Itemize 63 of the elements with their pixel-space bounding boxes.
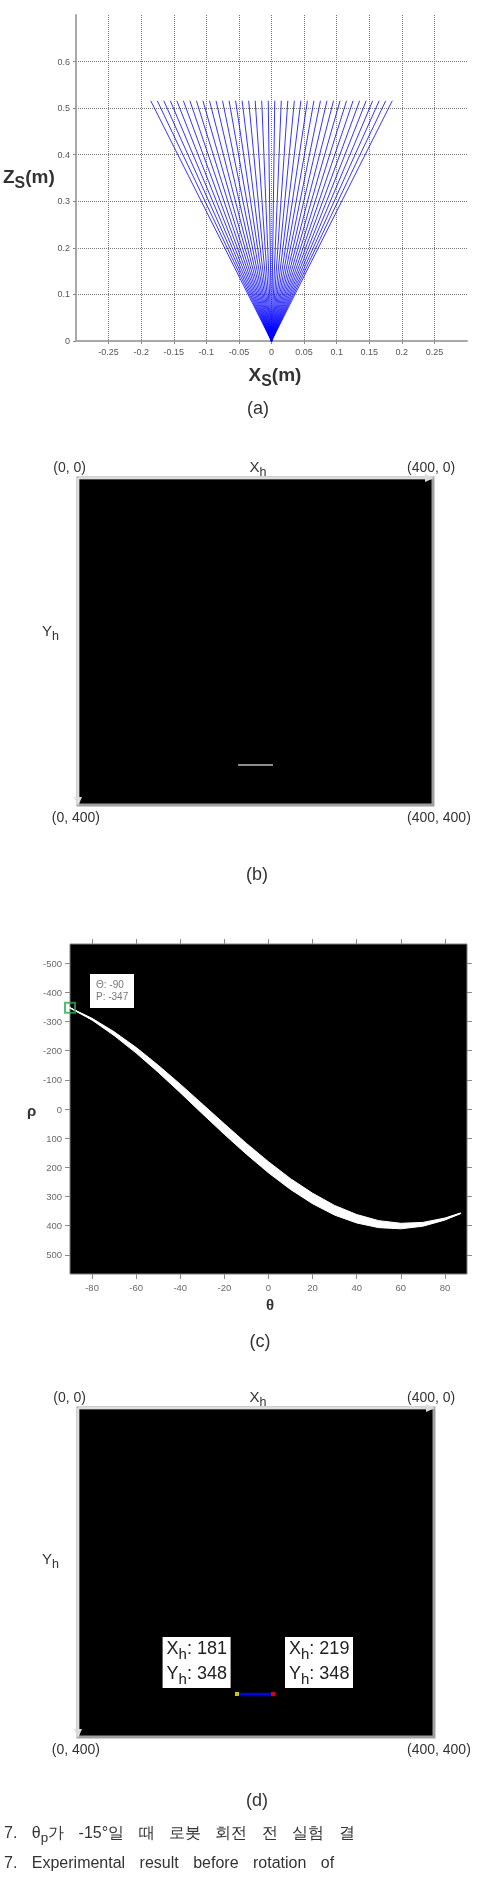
x-tick-label: 0.1	[330, 346, 343, 357]
text: 7. Experimental result before rotation of	[4, 1853, 335, 1873]
x-tick-label: 0.2	[395, 346, 409, 357]
x-tick-label: -40	[173, 1281, 188, 1293]
text: Y$_{h}$	[42, 1549, 59, 1571]
y-tick-label: 0.5	[57, 103, 70, 114]
x-axis-title: X$_{S}$(m)	[248, 364, 302, 390]
x-tick-label: 0	[265, 1281, 272, 1293]
y-tick-label: 0.6	[57, 56, 70, 67]
y-tick-label: -400	[42, 986, 62, 998]
text: X$_{h}$: 181 Y$_{h}$: 348	[162, 1637, 231, 1689]
x-tick-label: -20	[217, 1281, 232, 1293]
x-tick-label: -80	[85, 1281, 99, 1293]
x-tick-label: 60	[395, 1281, 407, 1293]
y-tick-label: -300	[42, 1016, 62, 1028]
x-tick-label: 0.25	[425, 346, 444, 357]
text: (0, 400)	[51, 1741, 100, 1758]
x-tick-label: 0.05	[295, 346, 313, 357]
y-tick-label: 0	[56, 1103, 62, 1115]
x-tick-label: -0.05	[228, 346, 250, 357]
y-axis-title: Z$_{S}$(m)	[3, 166, 55, 192]
y-tick-label: 100	[46, 1132, 62, 1144]
x-tick-label: 0	[268, 346, 275, 357]
y-tick-label: 500	[46, 1249, 62, 1261]
text: (c)	[249, 1331, 271, 1352]
text: X$_{h}$	[249, 1388, 267, 1409]
text: (400, 0)	[407, 1389, 456, 1406]
y-tick-label: -500	[42, 957, 62, 969]
y-tick-label: 0.4	[57, 149, 70, 160]
text: (b)	[246, 864, 268, 885]
text: (0, 400)	[51, 809, 100, 826]
y-tick-label: 0.3	[57, 196, 70, 207]
y-tick-label: -100	[42, 1074, 62, 1086]
text: (0, 0)	[53, 459, 86, 476]
x-tick-label: 80	[439, 1281, 451, 1293]
text: 7. θ$_{p}$가 -15°일 때 로봇 회전 전 실험 결	[4, 1823, 355, 1847]
y-tick-label: 0.1	[57, 289, 70, 300]
text: (d)	[246, 1790, 268, 1811]
y-tick-label: 300	[46, 1190, 62, 1202]
text: X$_{h}$	[249, 458, 267, 479]
x-tick-label: 40	[351, 1281, 363, 1293]
y-tick-label: 0	[64, 336, 70, 346]
x-tick-label: -0.25	[98, 346, 119, 357]
annotation: Θ: -90 P: -347	[90, 973, 135, 1008]
y-axis-title: ρ	[27, 1101, 37, 1119]
text: X$_{h}$: 219 Y$_{h}$: 348	[285, 1637, 354, 1689]
text: (0, 0)	[53, 1389, 86, 1406]
text: (400, 0)	[407, 459, 456, 476]
x-tick-label: -0.15	[163, 346, 185, 357]
text: (a)	[247, 398, 269, 419]
text: Y$_{h}$	[42, 621, 59, 643]
x-axis-title: θ	[265, 1296, 275, 1313]
x-tick-label: -0.2	[133, 346, 149, 357]
x-tick-label: 0.15	[360, 346, 379, 357]
y-tick-label: -200	[42, 1045, 62, 1057]
x-tick-label: -0.1	[198, 346, 215, 357]
x-tick-label: 20	[307, 1281, 318, 1293]
text: (400, 400)	[407, 1741, 471, 1758]
x-tick-label: -60	[129, 1281, 144, 1293]
text: (400, 400)	[407, 809, 471, 826]
y-tick-label: 200	[46, 1161, 62, 1173]
y-tick-label: 0.2	[57, 242, 70, 253]
y-tick-label: 400	[46, 1220, 62, 1232]
